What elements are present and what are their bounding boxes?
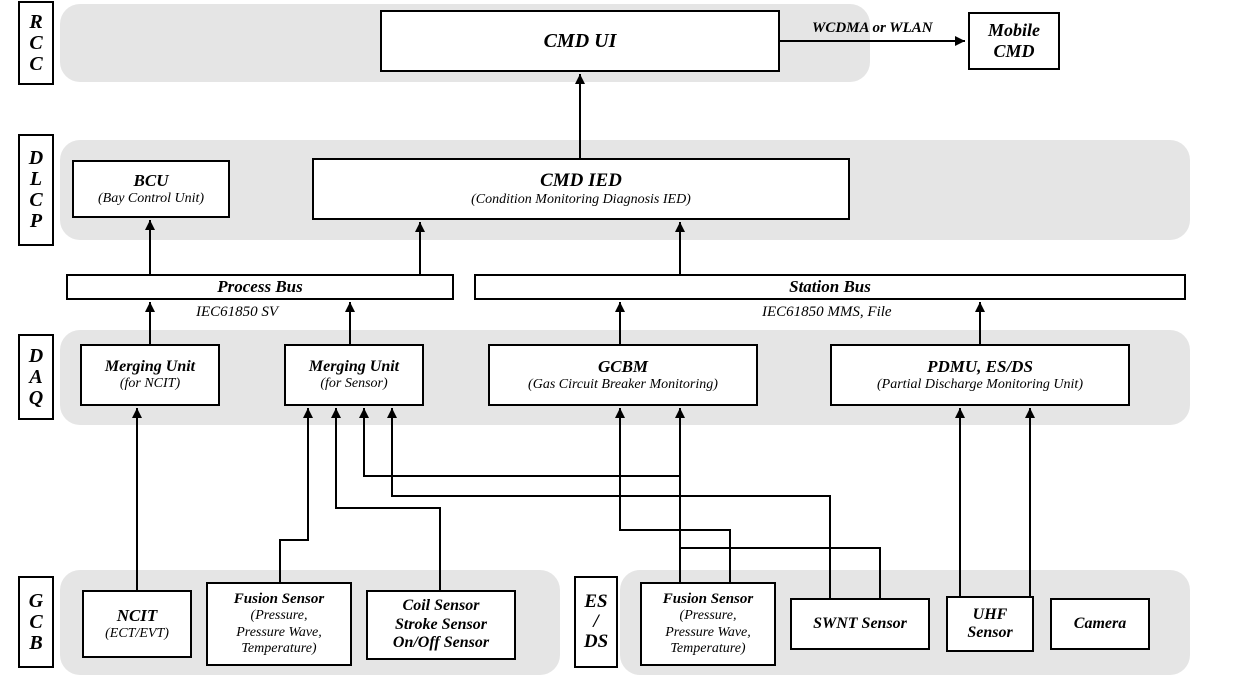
- node-swnt: SWNT Sensor: [790, 598, 930, 650]
- node-camera: Camera: [1050, 598, 1150, 650]
- label-wcdma: WCDMA or WLAN: [812, 20, 933, 37]
- node-ncit: NCIT (ECT/EVT): [82, 590, 192, 658]
- node-station-bus: Station Bus: [474, 274, 1186, 300]
- node-process-bus: Process Bus: [66, 274, 454, 300]
- node-fusion2: Fusion Sensor (Pressure, Pressure Wave, …: [640, 582, 776, 666]
- node-bcu: BCU (Bay Control Unit): [72, 160, 230, 218]
- node-fusion1: Fusion Sensor (Pressure, Pressure Wave, …: [206, 582, 352, 666]
- node-gcbm: GCBM (Gas Circuit Breaker Monitoring): [488, 344, 758, 406]
- layer-daq: DAQ: [18, 334, 54, 420]
- node-coil: Coil Sensor Stroke Sensor On/Off Sensor: [366, 590, 516, 660]
- node-mobile-cmd: Mobile CMD: [968, 12, 1060, 70]
- node-uhf: UHF Sensor: [946, 596, 1034, 652]
- label-iec-mms: IEC61850 MMS, File: [762, 304, 892, 321]
- label-iec-sv: IEC61850 SV: [196, 304, 278, 321]
- node-mu-ncit: Merging Unit (for NCIT): [80, 344, 220, 406]
- layer-rcc: RCC: [18, 1, 54, 85]
- node-mu-sensor: Merging Unit (for Sensor): [284, 344, 424, 406]
- node-cmd-ui: CMD UI: [380, 10, 780, 72]
- node-pdmu: PDMU, ES/DS (Partial Discharge Monitorin…: [830, 344, 1130, 406]
- node-cmd-ied: CMD IED (Condition Monitoring Diagnosis …: [312, 158, 850, 220]
- layer-gcb: GCB: [18, 576, 54, 668]
- layer-esds: ES/DS: [574, 576, 618, 668]
- layer-dlcp: DLCP: [18, 134, 54, 246]
